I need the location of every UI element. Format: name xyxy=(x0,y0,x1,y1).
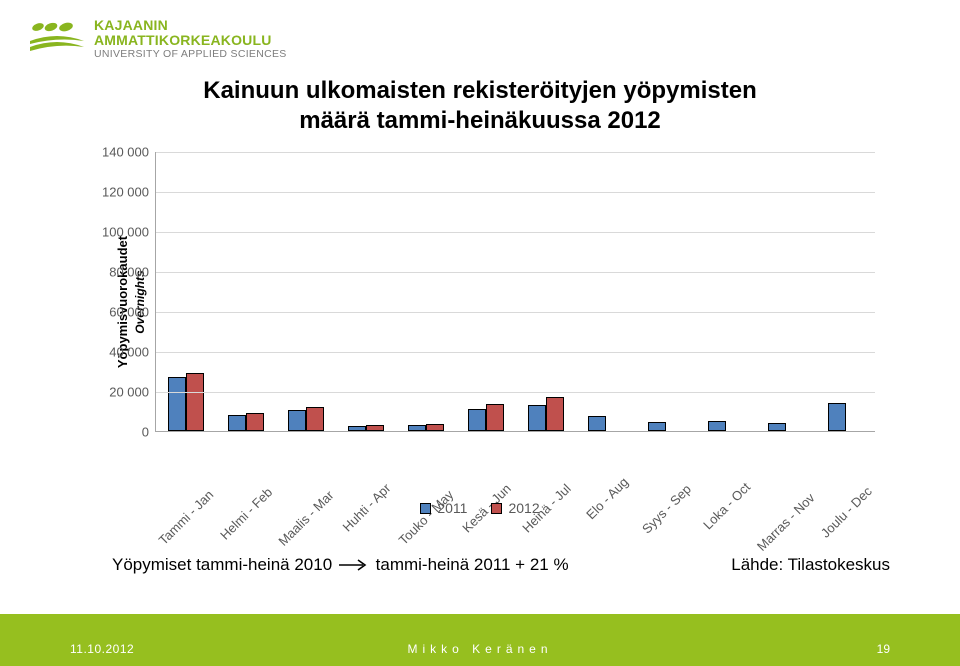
y-tick-label: 140 000 xyxy=(87,145,149,160)
y-tick-label: 0 xyxy=(87,425,149,440)
chart-bar xyxy=(228,415,246,431)
chart-bar xyxy=(186,373,204,431)
brand-logo-mark xyxy=(30,18,84,52)
x-tick-label: Syys - Sep xyxy=(683,437,738,492)
chart-bars-layer xyxy=(156,152,875,431)
annotation-prefix: Yöpymiset tammi-heinä 2010 xyxy=(112,555,332,574)
brand-line2: AMMATTIKORKEAKOULU xyxy=(94,33,287,48)
title-line2: määrä tammi-heinäkuussa 2012 xyxy=(0,106,960,136)
chart-gridline xyxy=(156,272,875,273)
chart-bar xyxy=(468,409,486,431)
x-tick-label: Joulu - Dec xyxy=(864,437,921,494)
chart-bar xyxy=(288,410,306,431)
chart-bar xyxy=(348,426,366,431)
chart-bar xyxy=(708,421,726,431)
x-tick-label: Kesä - Jun xyxy=(503,437,558,492)
chart-bar xyxy=(588,416,606,431)
chart-bar xyxy=(828,403,846,431)
chart-bar xyxy=(426,424,444,431)
y-tick-label: 20 000 xyxy=(87,385,149,400)
footer-bar: 11.10.2012 Mikko Keränen 19 xyxy=(0,614,960,666)
y-tick-label: 100 000 xyxy=(87,225,149,240)
title-line1: Kainuun ulkomaisten rekisteröityjen yöpy… xyxy=(0,76,960,106)
page-title: Kainuun ulkomaisten rekisteröityjen yöpy… xyxy=(0,76,960,136)
chart-bar xyxy=(168,377,186,431)
chart-bar xyxy=(528,405,546,431)
x-tick-label: Helmi - Feb xyxy=(265,437,323,495)
brand-line3: UNIVERSITY OF APPLIED SCIENCES xyxy=(94,49,287,60)
chart-gridline xyxy=(156,352,875,353)
annotation-suffix: tammi-heinä 2011 + 21 % xyxy=(376,555,569,574)
chart-legend: 2011 2012 xyxy=(0,500,960,519)
x-tick-label: Elo - Aug xyxy=(620,437,668,485)
chart-bar xyxy=(408,425,426,431)
chart-source: Lähde: Tilastokeskus xyxy=(731,555,890,575)
chart-bar xyxy=(768,423,786,431)
chart-container: Yöpymisvuorokaudet Overnights 020 00040 … xyxy=(75,152,885,467)
legend-label: 2011 xyxy=(437,500,467,516)
legend-item: 2012 xyxy=(491,500,539,516)
legend-swatch xyxy=(491,503,502,514)
y-tick-label: 60 000 xyxy=(87,305,149,320)
chart-gridline xyxy=(156,152,875,153)
x-tick-label: Loka - Oct xyxy=(743,437,796,490)
x-tick-label: Huhti - Apr xyxy=(383,437,437,491)
chart-bar xyxy=(306,407,324,431)
footer-page: 19 xyxy=(877,642,890,656)
chart-gridline xyxy=(156,392,875,393)
chart-bar xyxy=(486,404,504,431)
legend-label: 2012 xyxy=(508,500,539,516)
chart-gridline xyxy=(156,232,875,233)
brand-line1: KAJAANIN xyxy=(94,18,287,33)
legend-swatch xyxy=(420,503,431,514)
legend-item: 2011 xyxy=(420,500,467,516)
brand-logo-text: KAJAANIN AMMATTIKORKEAKOULU UNIVERSITY O… xyxy=(94,18,287,60)
chart-bar xyxy=(366,425,384,431)
y-tick-label: 40 000 xyxy=(87,345,149,360)
footer-author: Mikko Keränen xyxy=(0,642,960,656)
slide-page: KAJAANIN AMMATTIKORKEAKOULU UNIVERSITY O… xyxy=(0,0,960,666)
arrow-icon xyxy=(337,557,371,577)
x-tick-label: Tammi - Jan xyxy=(206,437,267,498)
chart-gridline xyxy=(156,192,875,193)
y-tick-label: 120 000 xyxy=(87,185,149,200)
chart-plot xyxy=(155,152,875,432)
chart-bar xyxy=(546,397,564,431)
y-tick-label: 80 000 xyxy=(87,265,149,280)
chart-gridline xyxy=(156,312,875,313)
chart-bar xyxy=(246,413,264,431)
brand-logo: KAJAANIN AMMATTIKORKEAKOULU UNIVERSITY O… xyxy=(30,18,287,60)
chart-bar xyxy=(648,422,666,431)
